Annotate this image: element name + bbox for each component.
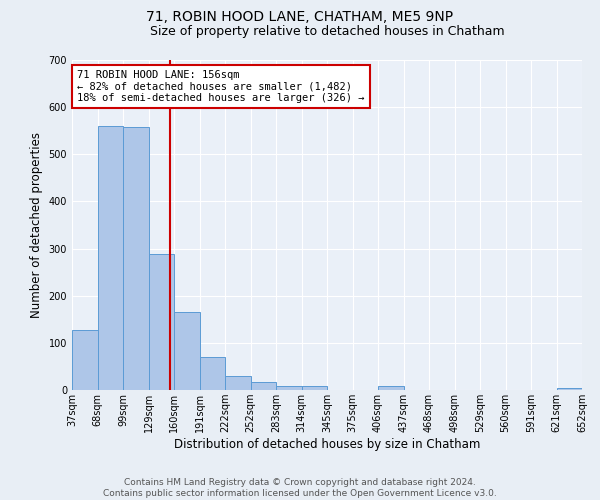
- X-axis label: Distribution of detached houses by size in Chatham: Distribution of detached houses by size …: [174, 438, 480, 451]
- Title: Size of property relative to detached houses in Chatham: Size of property relative to detached ho…: [149, 25, 505, 38]
- Bar: [97, 126, 123, 390]
- Text: Contains HM Land Registry data © Crown copyright and database right 2024.
Contai: Contains HM Land Registry data © Crown c…: [103, 478, 497, 498]
- Bar: [251, 382, 276, 390]
- Bar: [302, 386, 327, 390]
- Bar: [123, 127, 149, 390]
- Y-axis label: Number of detached properties: Number of detached properties: [30, 132, 43, 318]
- Text: 71 ROBIN HOOD LANE: 156sqm
← 82% of detached houses are smaller (1,482)
18% of s: 71 ROBIN HOOD LANE: 156sqm ← 82% of deta…: [77, 70, 365, 103]
- Bar: [174, 312, 199, 390]
- Bar: [378, 386, 404, 390]
- Bar: [276, 386, 302, 390]
- Text: 71, ROBIN HOOD LANE, CHATHAM, ME5 9NP: 71, ROBIN HOOD LANE, CHATHAM, ME5 9NP: [146, 10, 454, 24]
- Bar: [72, 330, 97, 390]
- Bar: [199, 357, 225, 390]
- Bar: [225, 376, 251, 390]
- Bar: [149, 254, 174, 390]
- Bar: [557, 388, 582, 390]
